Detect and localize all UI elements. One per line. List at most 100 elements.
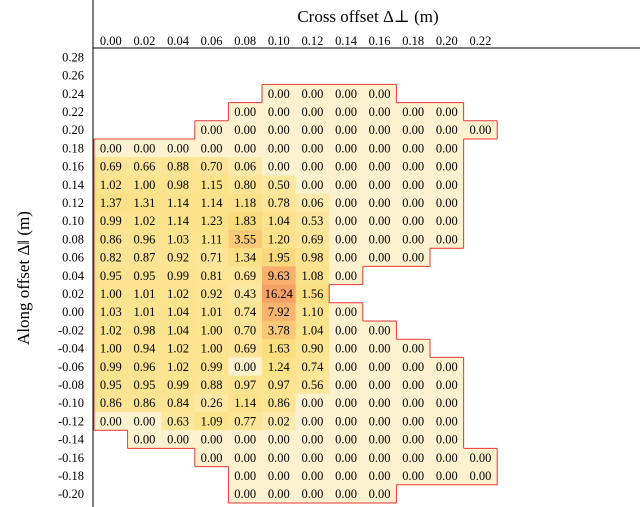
cell-value: 1.14 <box>234 396 257 410</box>
heatmap-cell <box>329 302 364 322</box>
heatmap-cell <box>228 120 263 140</box>
x-tick-label: 0.06 <box>201 34 223 48</box>
cell-value: 0.88 <box>201 378 223 392</box>
cell-value: 0.99 <box>100 214 122 228</box>
cell-value: 0.00 <box>402 196 424 210</box>
cell-value: 0.86 <box>100 232 122 246</box>
cell-value: 0.00 <box>436 214 458 228</box>
cell-value: 0.90 <box>301 342 323 356</box>
cell-value: 0.82 <box>100 251 122 265</box>
heatmap-cell <box>228 284 263 304</box>
cell-value: 0.00 <box>301 105 323 119</box>
heatmap-cell <box>362 484 397 504</box>
heatmap-cell <box>329 175 364 195</box>
heatmap-cell <box>329 211 364 231</box>
heatmap-cell <box>430 357 465 377</box>
cell-value: 0.00 <box>268 469 290 483</box>
cell-value: 0.87 <box>133 251 155 265</box>
x-tick-label: 0.04 <box>167 34 190 48</box>
heatmap-cell <box>295 120 330 140</box>
cell-value: 1.11 <box>201 232 222 246</box>
cell-value: 0.00 <box>436 414 458 428</box>
heatmap-cell <box>161 175 196 195</box>
cell-value: 0.00 <box>301 451 323 465</box>
heatmap-cell <box>94 157 129 176</box>
cell-value: 0.50 <box>268 178 290 192</box>
y-tick-label: -0.22 <box>58 505 84 507</box>
heatmap-cell <box>329 412 364 431</box>
heatmap-cell <box>295 266 330 286</box>
cell-value: 1.10 <box>301 305 323 319</box>
cell-value: 0.00 <box>335 305 357 319</box>
cell-value: 0.97 <box>268 378 290 392</box>
heatmap-cell <box>396 466 431 486</box>
cell-value: 1.02 <box>167 360 189 374</box>
cell-value: 0.00 <box>369 160 391 174</box>
cell-value: 0.00 <box>100 414 122 428</box>
heatmap-cell <box>329 266 364 286</box>
heatmap-cell <box>94 321 129 340</box>
heatmap-cell <box>161 139 196 158</box>
cell-value: 0.00 <box>268 141 290 155</box>
heatmap-cell <box>295 248 330 267</box>
cell-value: 0.00 <box>335 214 357 228</box>
heatmap-cell <box>362 211 397 231</box>
heatmap-cell <box>194 193 229 213</box>
y-tick-label: 0.10 <box>62 214 84 228</box>
y-tick-labels: 0.28 0.26 0.24 0.22 0.20 0.18 0.16 0.14 0.12 0.10… <box>58 50 85 507</box>
cell-value: 1.02 <box>167 342 189 356</box>
heatmap-cell <box>194 375 229 395</box>
y-tick-label: 0.00 <box>62 305 84 319</box>
heatmap-cell <box>362 102 397 122</box>
cell-value: 1.02 <box>133 214 155 228</box>
cell-value: 16.24 <box>265 287 294 301</box>
cell-value: 0.00 <box>167 141 189 155</box>
cell-value: 0.02 <box>268 414 290 428</box>
heatmap-cell <box>362 412 397 431</box>
heatmap-cell <box>94 375 129 395</box>
heatmap-cell <box>262 120 297 140</box>
cell-value: 0.00 <box>335 251 357 265</box>
cell-value: 0.00 <box>335 323 357 337</box>
heatmap-cell <box>362 448 397 468</box>
heatmap-cell <box>194 393 229 413</box>
cell-value: 1.18 <box>234 196 256 210</box>
heatmap-cell <box>295 211 330 231</box>
heatmap-cell <box>329 321 364 340</box>
x-tick-label: 0.12 <box>301 34 323 48</box>
heatmap-cell <box>295 448 330 468</box>
heatmap-cell <box>194 211 229 231</box>
heatmap-cell <box>463 448 498 468</box>
heatmap-cell <box>295 321 330 340</box>
heatmap-cell <box>228 302 263 322</box>
cell-value: 0.00 <box>335 105 357 119</box>
cell-value: 3.78 <box>268 323 290 337</box>
cell-value: 0.00 <box>335 414 357 428</box>
heatmap-cell <box>194 339 229 358</box>
cell-value: 1.08 <box>301 269 323 283</box>
heatmap-cell <box>194 266 229 286</box>
cell-value: 1.09 <box>201 414 223 428</box>
heatmap-cell <box>262 302 297 322</box>
cell-value: 0.00 <box>335 87 357 101</box>
heatmap-cell <box>329 484 364 504</box>
heatmap-cell <box>262 266 297 286</box>
heatmap-cell <box>430 375 465 395</box>
x-tick-labels: 0.00 0.02 0.04 0.06 0.08 0.10 0.12 0.14 0.16 0.18… <box>100 34 491 48</box>
cell-value: 1.24 <box>268 360 291 374</box>
cell-value: 0.00 <box>369 105 391 119</box>
cell-value: 0.00 <box>369 214 391 228</box>
y-tick-label: 0.06 <box>62 251 84 265</box>
cell-value: 0.70 <box>201 160 223 174</box>
heatmap-cell <box>194 302 229 322</box>
cell-value: 0.00 <box>335 433 357 447</box>
cell-value: 0.00 <box>133 414 155 428</box>
y-tick-label: 0.24 <box>62 87 85 101</box>
heatmap-cell <box>194 412 229 431</box>
cell-value: 0.00 <box>402 123 424 137</box>
cell-value: 0.96 <box>133 360 155 374</box>
cell-value: 0.00 <box>301 141 323 155</box>
cell-value: 0.00 <box>201 451 223 465</box>
cell-value: 1.04 <box>301 323 324 337</box>
heatmap-cell <box>161 412 196 431</box>
